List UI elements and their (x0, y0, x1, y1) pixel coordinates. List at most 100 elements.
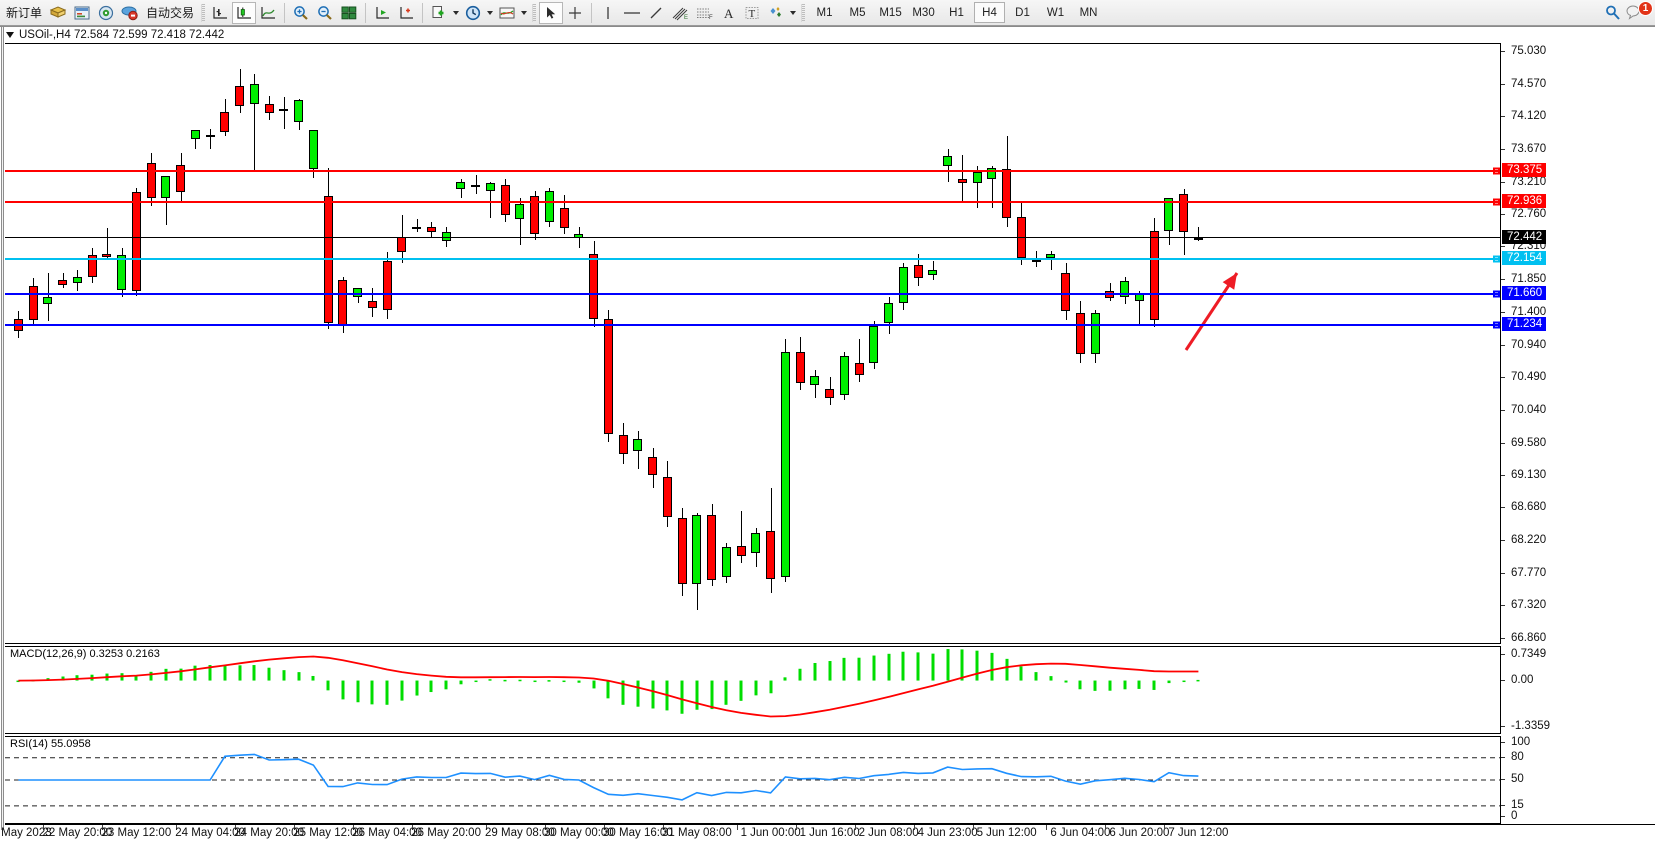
indicators-dropdown-icon[interactable] (453, 10, 460, 15)
zoom-in-icon[interactable] (289, 2, 313, 24)
time-axis-separator (603, 825, 605, 830)
auto-trading-label: 自动交易 (146, 6, 195, 20)
macd-axis[interactable]: 0.7349 0.00 -1.3359 (1500, 646, 1655, 734)
timeframe-m1[interactable]: M1 (816, 6, 833, 19)
auto-trading-button[interactable]: 自动交易 (142, 2, 198, 24)
fibonacci-icon[interactable]: F (692, 2, 716, 24)
price-pane[interactable] (5, 43, 1500, 644)
candle-wick (210, 128, 211, 149)
timeframe-h4[interactable]: H4 (974, 2, 1006, 23)
timeframe-w1[interactable]: W1 (1046, 6, 1065, 19)
candle-bullish (722, 547, 731, 578)
timeframe-mn[interactable]: MN (1079, 6, 1098, 19)
text-label-icon[interactable]: T (740, 2, 764, 24)
autoscroll-icon[interactable] (394, 2, 418, 24)
chart-symbol-ohlc: USOil-,H4 72.584 72.599 72.418 72.442 (19, 29, 225, 41)
candle-wick (107, 228, 108, 259)
rsi-axis[interactable]: 100 80 50 15 0 (1500, 736, 1655, 824)
rsi-pane[interactable] (5, 736, 1500, 824)
candle-bearish (58, 279, 67, 286)
text-icon[interactable]: A (716, 2, 740, 24)
macd-histogram-bar (739, 680, 743, 701)
crosshair-icon[interactable] (563, 2, 587, 24)
macd-histogram-bar (341, 680, 345, 700)
objects-dropdown-icon[interactable] (790, 10, 797, 15)
price-level-line-support[interactable] (5, 323, 1500, 326)
toolbar-divider-2 (365, 2, 367, 23)
templates-dropdown-icon[interactable] (521, 10, 528, 15)
macd-histogram-bar (370, 680, 374, 705)
macd-axis-tick: -1.3359 (1501, 720, 1550, 732)
macd-histogram-bar (1064, 680, 1068, 683)
macd-histogram-bar (385, 680, 389, 705)
candle-bearish (707, 515, 716, 581)
periods-icon[interactable] (461, 2, 485, 24)
candle-bullish (486, 183, 495, 191)
candle-bearish (766, 531, 775, 579)
horizontal-line-icon[interactable] (620, 2, 644, 24)
cursor-icon[interactable] (539, 1, 564, 24)
candle-wick (476, 174, 477, 194)
macd-histogram-bar (356, 680, 360, 703)
charts-icon[interactable] (46, 2, 70, 24)
candle-bullish (294, 100, 303, 122)
macd-pane[interactable] (5, 646, 1500, 734)
toolbar-separator (201, 3, 206, 22)
price-axis-tick: 67.320 (1501, 599, 1546, 611)
candle-bearish (589, 253, 598, 319)
timeframe-m30[interactable]: M30 (912, 6, 935, 19)
navigator-icon[interactable] (94, 2, 118, 24)
bar-chart-icon[interactable] (208, 2, 232, 24)
timeframe-h1[interactable]: H1 (949, 6, 964, 19)
trendline-icon[interactable] (644, 2, 668, 24)
timeframe-d1[interactable]: D1 (1015, 6, 1030, 19)
macd-histogram-bar (252, 665, 256, 681)
macd-histogram-bar (857, 657, 861, 681)
price-level-line-pivot[interactable] (5, 257, 1500, 260)
candle-bearish (265, 104, 274, 114)
terminal-icon[interactable] (118, 2, 142, 24)
price-level-line-resistance[interactable] (5, 169, 1500, 172)
zoom-out-icon[interactable] (313, 2, 337, 24)
search-icon[interactable] (1601, 2, 1625, 24)
candle-bullish (1032, 259, 1041, 262)
price-level-line-resistance[interactable] (5, 201, 1500, 204)
candlestick-chart-icon[interactable] (232, 1, 257, 24)
templates-icon[interactable] (495, 2, 519, 24)
macd-histogram-bar (179, 668, 183, 681)
line-chart-icon[interactable] (256, 2, 280, 24)
candle-wick (1198, 226, 1199, 241)
candle-bullish (633, 439, 642, 451)
bullish-arrow[interactable] (1184, 272, 1239, 351)
tile-windows-icon[interactable] (337, 2, 361, 24)
macd-histogram-bar (842, 657, 846, 681)
macd-histogram-bar (547, 680, 551, 682)
price-axis-tick: 68.680 (1501, 501, 1546, 513)
time-axis-separator (1164, 825, 1166, 830)
price-level-line-support[interactable] (5, 293, 1500, 296)
macd-histogram-bar (621, 680, 625, 705)
periods-dropdown-icon[interactable] (487, 10, 494, 15)
macd-histogram-bar (901, 651, 905, 681)
macd-histogram-bar (238, 665, 242, 681)
price-axis-tick: 69.130 (1501, 469, 1546, 481)
candle-wick (417, 219, 418, 233)
notifications-icon[interactable]: 1 (1625, 0, 1653, 24)
objects-icon[interactable] (764, 2, 788, 24)
price-level-line-last-price[interactable] (5, 237, 1500, 239)
candle-bullish (412, 226, 421, 229)
price-axis-tick: 75.030 (1501, 45, 1546, 57)
chart-menu-icon[interactable] (6, 32, 14, 38)
indicators-icon[interactable] (427, 2, 451, 24)
price-tag-last-price: 72.442 (1502, 229, 1547, 244)
timeframe-m15[interactable]: M15 (879, 6, 902, 19)
macd-histogram-bar (724, 680, 728, 705)
equidistant-channel-icon[interactable]: E (668, 2, 692, 24)
new-order-button[interactable]: 新订单 (2, 2, 46, 24)
vertical-line-icon[interactable] (596, 2, 620, 24)
timeframe-m5[interactable]: M5 (849, 6, 866, 19)
market-watch-icon[interactable] (70, 2, 94, 24)
price-axis[interactable]: 75.030 74.570 74.120 73.670 73.210 72.760 72.3… (1500, 43, 1655, 644)
shift-end-icon[interactable] (370, 2, 394, 24)
price-axis-tick: 66.860 (1501, 632, 1546, 644)
